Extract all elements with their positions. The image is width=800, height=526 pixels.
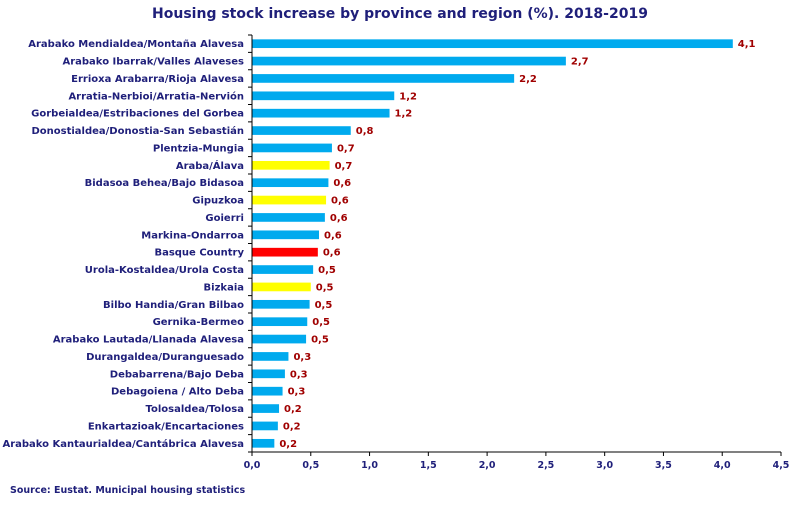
x-tick-label: 2,5 — [537, 460, 554, 471]
value-label: 0,5 — [311, 335, 329, 346]
value-label: 0,7 — [335, 161, 353, 172]
bar — [252, 421, 278, 431]
bar — [252, 195, 327, 205]
category-label: Bilbo Handia/Gran Bilbao — [103, 300, 244, 311]
value-label: 0,6 — [331, 196, 349, 207]
category-label: Arabako Mendialdea/Montaña Alavesa — [28, 39, 244, 50]
category-label: Donostialdea/Donostia-San Sebastián — [31, 125, 244, 137]
bar — [252, 213, 325, 222]
category-label: Arabako Lautada/Llanada Alavesa — [53, 335, 244, 346]
value-label: 0,3 — [290, 369, 308, 380]
category-label: Arabako Kantaurialdea/Cantábrica Alavesa — [2, 438, 244, 450]
bar — [252, 126, 351, 135]
category-label: Gernika-Bermeo — [153, 317, 245, 328]
category-label: Bizkaia — [204, 282, 244, 293]
x-tick-label: 1,0 — [361, 460, 378, 471]
chart-title: Housing stock increase by province and r… — [152, 6, 648, 22]
bar — [252, 247, 318, 257]
value-label: 0,5 — [318, 265, 336, 276]
value-label: 0,6 — [324, 230, 342, 241]
x-tick-label: 2,0 — [479, 460, 496, 471]
value-label: 0,8 — [356, 126, 374, 137]
category-label: Gorbeialdea/Estribaciones del Gorbea — [31, 109, 244, 120]
x-tick-label: 3,0 — [596, 460, 613, 471]
bar — [252, 386, 283, 396]
x-tick-label: 4,0 — [714, 460, 731, 471]
x-tick-label: 0,5 — [302, 460, 319, 471]
bar — [252, 369, 285, 379]
bar — [252, 56, 566, 66]
value-label: 0,6 — [333, 178, 351, 189]
bar — [252, 143, 332, 153]
category-label: Basque Country — [154, 248, 244, 259]
category-label: Bidasoa Behea/Bajo Bidasoa — [85, 178, 244, 189]
bar — [252, 230, 320, 240]
bar — [252, 178, 329, 188]
value-label: 0,3 — [293, 352, 311, 363]
category-label: Markina-Ondarroa — [141, 230, 244, 241]
category-label: Urola-Kostaldea/Urola Costa — [85, 265, 244, 276]
value-label: 0,5 — [312, 317, 330, 328]
value-label: 0,5 — [315, 300, 333, 311]
x-tick-label: 3,5 — [655, 460, 672, 471]
value-label: 0,2 — [283, 421, 301, 432]
bar — [252, 160, 330, 170]
value-label: 0,6 — [323, 248, 341, 259]
category-label: Arratia-Nerbioi/Arratia-Nervión — [68, 90, 244, 102]
category-label: Gipuzkoa — [192, 196, 244, 207]
bar — [252, 317, 308, 327]
category-label: Enkartazioak/Encartaciones — [88, 421, 244, 432]
value-label: 0,7 — [337, 143, 355, 154]
x-tick-label: 4,5 — [773, 460, 790, 471]
value-label: 4,1 — [738, 39, 756, 50]
category-label: Tolosaldea/Tolosa — [146, 404, 245, 415]
x-tick-label: 0,0 — [244, 460, 261, 471]
category-label: Arabako Ibarrak/Valles Alaveses — [62, 57, 244, 68]
value-label: 1,2 — [399, 91, 417, 102]
category-label: Durangaldea/Duranguesado — [86, 352, 244, 363]
bar — [252, 282, 311, 292]
bar — [252, 108, 390, 118]
bar — [252, 404, 280, 413]
bar — [252, 91, 395, 101]
value-label: 1,2 — [395, 109, 413, 120]
source-note: Source: Eustat. Municipal housing statis… — [10, 485, 246, 496]
value-label: 0,2 — [279, 439, 297, 450]
category-label: Debagoiena / Alto Deba — [111, 387, 244, 398]
value-label: 2,2 — [519, 74, 537, 85]
value-label: 2,7 — [571, 57, 589, 68]
value-label: 0,3 — [288, 387, 306, 398]
category-label: Goierri — [205, 213, 244, 224]
category-label: Errioxa Arabarra/Rioja Alavesa — [71, 74, 244, 85]
category-label: Debabarrena/Bajo Deba — [110, 369, 244, 380]
category-label: Plentzia-Mungia — [153, 143, 244, 154]
bar — [252, 74, 515, 83]
bar — [252, 352, 289, 361]
bar — [252, 299, 310, 309]
bar — [252, 334, 307, 344]
x-tick-label: 1,5 — [420, 460, 437, 471]
category-label: Araba/Álava — [176, 159, 244, 172]
bar — [252, 438, 275, 448]
value-label: 0,6 — [330, 213, 348, 224]
bar — [252, 265, 314, 274]
value-label: 0,5 — [316, 282, 334, 293]
value-label: 0,2 — [284, 404, 302, 415]
bar — [252, 39, 733, 49]
